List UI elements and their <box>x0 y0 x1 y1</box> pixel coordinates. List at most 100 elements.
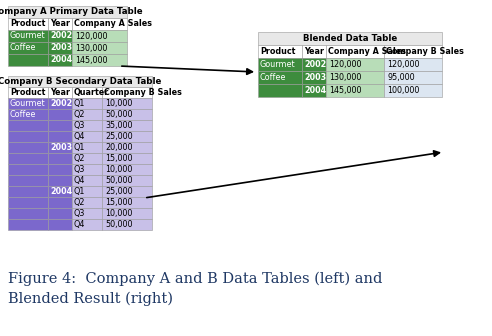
FancyBboxPatch shape <box>8 109 48 120</box>
Text: Year: Year <box>50 19 70 29</box>
FancyBboxPatch shape <box>8 87 48 98</box>
Text: Q4: Q4 <box>74 176 86 185</box>
FancyBboxPatch shape <box>48 42 72 54</box>
Text: 130,000: 130,000 <box>75 43 107 52</box>
Text: 145,000: 145,000 <box>329 86 362 95</box>
FancyBboxPatch shape <box>72 131 102 142</box>
FancyBboxPatch shape <box>8 76 152 87</box>
FancyBboxPatch shape <box>8 219 48 230</box>
Text: 20,000: 20,000 <box>105 143 132 152</box>
FancyBboxPatch shape <box>102 142 152 153</box>
FancyBboxPatch shape <box>48 30 72 42</box>
FancyBboxPatch shape <box>72 54 127 66</box>
FancyBboxPatch shape <box>8 164 48 175</box>
Text: Company A Primary Data Table: Company A Primary Data Table <box>0 7 143 16</box>
FancyBboxPatch shape <box>8 98 48 109</box>
Text: 2002: 2002 <box>50 32 72 41</box>
Text: Company B Sales: Company B Sales <box>104 88 182 97</box>
Text: Figure 4:  Company A and B Data Tables (left) and
Blended Result (right): Figure 4: Company A and B Data Tables (l… <box>8 272 382 306</box>
Text: 15,000: 15,000 <box>105 154 132 163</box>
Text: 120,000: 120,000 <box>387 60 420 69</box>
Text: 10,000: 10,000 <box>105 165 132 174</box>
FancyBboxPatch shape <box>326 58 384 71</box>
Text: 2004: 2004 <box>304 86 326 95</box>
FancyBboxPatch shape <box>102 98 152 109</box>
Text: 25,000: 25,000 <box>105 187 133 196</box>
Text: 95,000: 95,000 <box>387 73 415 82</box>
FancyBboxPatch shape <box>72 208 102 219</box>
Text: Q3: Q3 <box>74 165 86 174</box>
Text: Gourmet: Gourmet <box>260 60 296 69</box>
Text: Q1: Q1 <box>74 187 86 196</box>
Text: 50,000: 50,000 <box>105 110 132 119</box>
FancyBboxPatch shape <box>8 208 48 219</box>
FancyBboxPatch shape <box>72 186 102 197</box>
Text: 50,000: 50,000 <box>105 176 132 185</box>
Text: Q2: Q2 <box>74 110 86 119</box>
Text: Company A Sales: Company A Sales <box>328 47 406 56</box>
FancyBboxPatch shape <box>384 71 442 84</box>
FancyBboxPatch shape <box>8 42 48 54</box>
FancyBboxPatch shape <box>72 42 127 54</box>
FancyBboxPatch shape <box>384 84 442 97</box>
Text: Gourmet: Gourmet <box>10 32 46 41</box>
FancyBboxPatch shape <box>8 131 48 142</box>
FancyBboxPatch shape <box>102 197 152 208</box>
Text: 2003: 2003 <box>50 143 72 152</box>
FancyBboxPatch shape <box>72 164 102 175</box>
FancyBboxPatch shape <box>384 45 442 58</box>
FancyBboxPatch shape <box>326 45 384 58</box>
FancyBboxPatch shape <box>8 142 48 153</box>
FancyBboxPatch shape <box>72 109 102 120</box>
FancyBboxPatch shape <box>48 87 72 98</box>
Text: Coffee: Coffee <box>10 110 36 119</box>
Text: Blended Data Table: Blended Data Table <box>303 34 397 43</box>
FancyBboxPatch shape <box>8 175 48 186</box>
FancyBboxPatch shape <box>48 197 72 208</box>
FancyBboxPatch shape <box>72 197 102 208</box>
FancyBboxPatch shape <box>8 18 48 30</box>
Text: Q2: Q2 <box>74 154 86 163</box>
Text: 15,000: 15,000 <box>105 198 132 207</box>
Text: 2004: 2004 <box>50 187 72 196</box>
Text: Quarter: Quarter <box>74 88 109 97</box>
Text: Coffee: Coffee <box>10 43 36 52</box>
Text: 10,000: 10,000 <box>105 209 132 218</box>
FancyBboxPatch shape <box>8 186 48 197</box>
Text: Product: Product <box>10 19 45 29</box>
Text: Q3: Q3 <box>74 121 86 130</box>
FancyBboxPatch shape <box>302 45 326 58</box>
FancyBboxPatch shape <box>102 131 152 142</box>
FancyBboxPatch shape <box>48 164 72 175</box>
FancyBboxPatch shape <box>72 175 102 186</box>
FancyBboxPatch shape <box>8 153 48 164</box>
Text: 120,000: 120,000 <box>75 32 107 41</box>
FancyBboxPatch shape <box>72 219 102 230</box>
Text: 2002: 2002 <box>304 60 326 69</box>
Text: Q1: Q1 <box>74 143 86 152</box>
Text: Q4: Q4 <box>74 220 86 229</box>
FancyBboxPatch shape <box>302 84 326 97</box>
Text: 25,000: 25,000 <box>105 132 133 141</box>
Text: Year: Year <box>304 47 324 56</box>
FancyBboxPatch shape <box>48 131 72 142</box>
FancyBboxPatch shape <box>48 175 72 186</box>
FancyBboxPatch shape <box>72 153 102 164</box>
FancyBboxPatch shape <box>48 208 72 219</box>
FancyBboxPatch shape <box>102 87 152 98</box>
Text: Year: Year <box>50 88 70 97</box>
Text: 2003: 2003 <box>50 43 72 52</box>
FancyBboxPatch shape <box>48 18 72 30</box>
FancyBboxPatch shape <box>302 58 326 71</box>
FancyBboxPatch shape <box>102 175 152 186</box>
Text: 10,000: 10,000 <box>105 99 132 108</box>
Text: 2004: 2004 <box>50 55 72 65</box>
Text: Q3: Q3 <box>74 209 86 218</box>
FancyBboxPatch shape <box>8 120 48 131</box>
Text: 100,000: 100,000 <box>387 86 419 95</box>
FancyBboxPatch shape <box>102 186 152 197</box>
Text: Q1: Q1 <box>74 99 86 108</box>
Text: 130,000: 130,000 <box>329 73 362 82</box>
FancyBboxPatch shape <box>48 120 72 131</box>
FancyBboxPatch shape <box>258 84 302 97</box>
